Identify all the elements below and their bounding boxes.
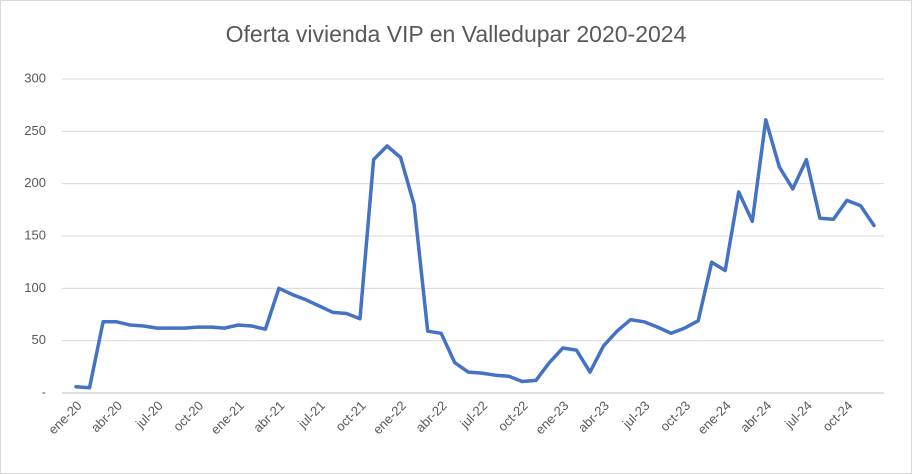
line-series xyxy=(74,118,876,390)
y-tick-label: 250 xyxy=(24,123,46,138)
y-tick-label: 100 xyxy=(24,280,46,295)
y-tick-label: - xyxy=(42,384,46,399)
y-tick-label: 300 xyxy=(24,70,46,85)
y-tick-label: 150 xyxy=(24,227,46,242)
y-tick-label: 200 xyxy=(24,175,46,190)
chart-title: Oferta vivienda VIP en Valledupar 2020-2… xyxy=(226,21,687,47)
y-tick-label: 50 xyxy=(32,332,46,347)
